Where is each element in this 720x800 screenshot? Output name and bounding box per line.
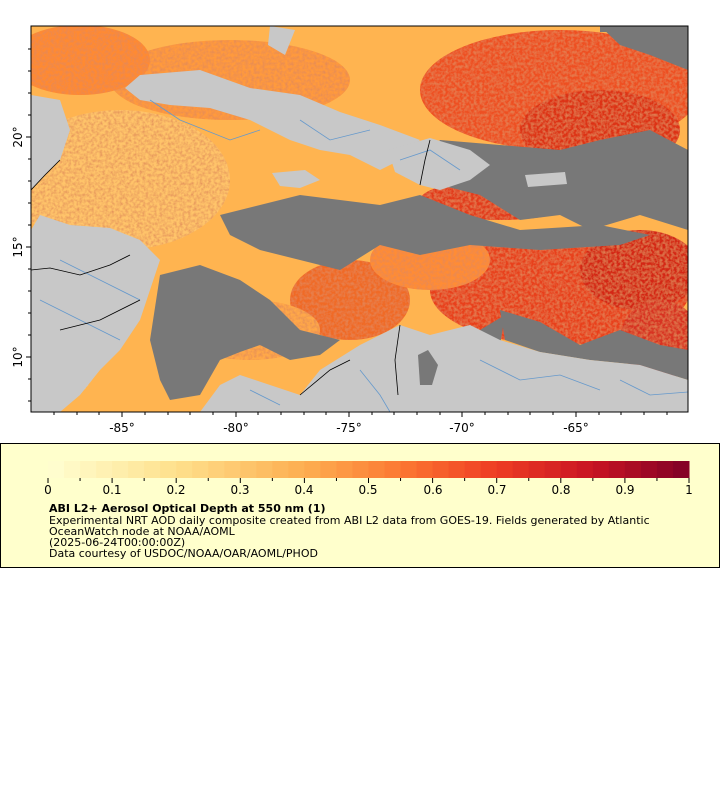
aod-map: 20° 15° 10° -85° -80° -75° -70° -65° [11, 25, 689, 435]
lon-label-80: -80° [223, 421, 249, 435]
cb-label-0: 0 [44, 483, 52, 497]
lon-tick-marks [53, 412, 668, 417]
legend-credit: Data courtesy of USDOC/NOAA/OAR/AOML/PHO… [49, 547, 318, 560]
cb-label-0.1: 0.1 [102, 483, 121, 497]
legend-description-1: Experimental NRT AOD daily composite cre… [49, 514, 650, 527]
land-areas [31, 26, 688, 412]
legend-panel: 0 0.1 0.2 0.3 0.4 0.5 0.6 0.7 0.8 0.9 1 … [0, 443, 720, 568]
lon-label-85: -85° [109, 421, 135, 435]
legend-title: ABI L2+ Aerosol Optical Depth at 550 nm … [49, 502, 326, 515]
cb-label-0.3: 0.3 [230, 483, 249, 497]
lon-label-70: -70° [449, 421, 475, 435]
legend-description-2: OceanWatch node at NOAA/AOML [49, 525, 235, 538]
rivers [39, 99, 688, 412]
lat-label-20: 20° [11, 126, 25, 147]
cb-label-0.4: 0.4 [294, 483, 313, 497]
cb-label-0.5: 0.5 [358, 483, 377, 497]
plot-frame [30, 25, 689, 413]
lon-label-65: -65° [563, 421, 589, 435]
colorbar-ticks [47, 478, 690, 483]
colorbar-swatches [48, 461, 690, 478]
lat-label-15: 15° [11, 236, 25, 257]
legend-time: (2025-06-24T00:00:00Z) [49, 536, 186, 549]
cb-label-0.9: 0.9 [615, 483, 634, 497]
cb-label-1: 1 [685, 483, 693, 497]
colorbar: 0 0.1 0.2 0.3 0.4 0.5 0.6 0.7 0.8 0.9 1 [44, 461, 693, 497]
lat-tick-marks [26, 48, 31, 402]
cb-label-0.6: 0.6 [423, 483, 442, 497]
cb-label-0.7: 0.7 [487, 483, 506, 497]
cb-label-0.8: 0.8 [551, 483, 570, 497]
lat-label-10: 10° [11, 346, 25, 367]
colorbar-labels: 0 0.1 0.2 0.3 0.4 0.5 0.6 0.7 0.8 0.9 1 [44, 483, 693, 497]
country-borders [31, 139, 431, 396]
lon-label-75: -75° [336, 421, 362, 435]
cb-label-0.2: 0.2 [166, 483, 185, 497]
